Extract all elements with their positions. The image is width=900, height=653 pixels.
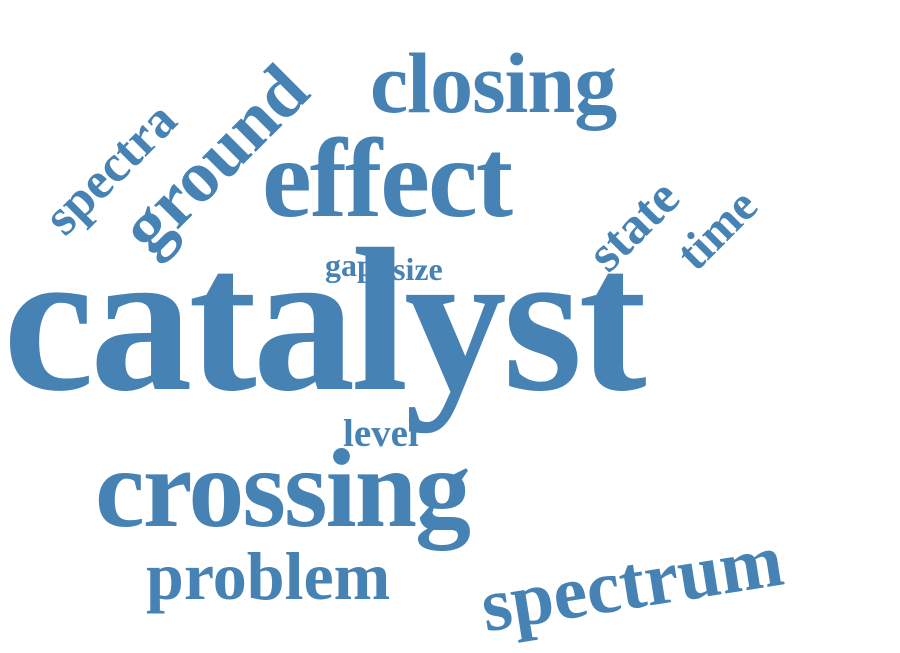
word-gap: gap xyxy=(325,247,375,283)
word-size: size xyxy=(393,251,443,287)
word-level: level xyxy=(343,412,419,455)
word-problem: problem xyxy=(146,538,391,614)
word-crossing: crossing xyxy=(95,427,471,551)
word-time: time xyxy=(666,178,768,281)
word-closing: closing xyxy=(370,35,617,131)
word-catalyst: catalyst xyxy=(3,207,647,434)
word-effect: effect xyxy=(262,117,513,241)
word-spectrum: spectrum xyxy=(475,517,789,649)
